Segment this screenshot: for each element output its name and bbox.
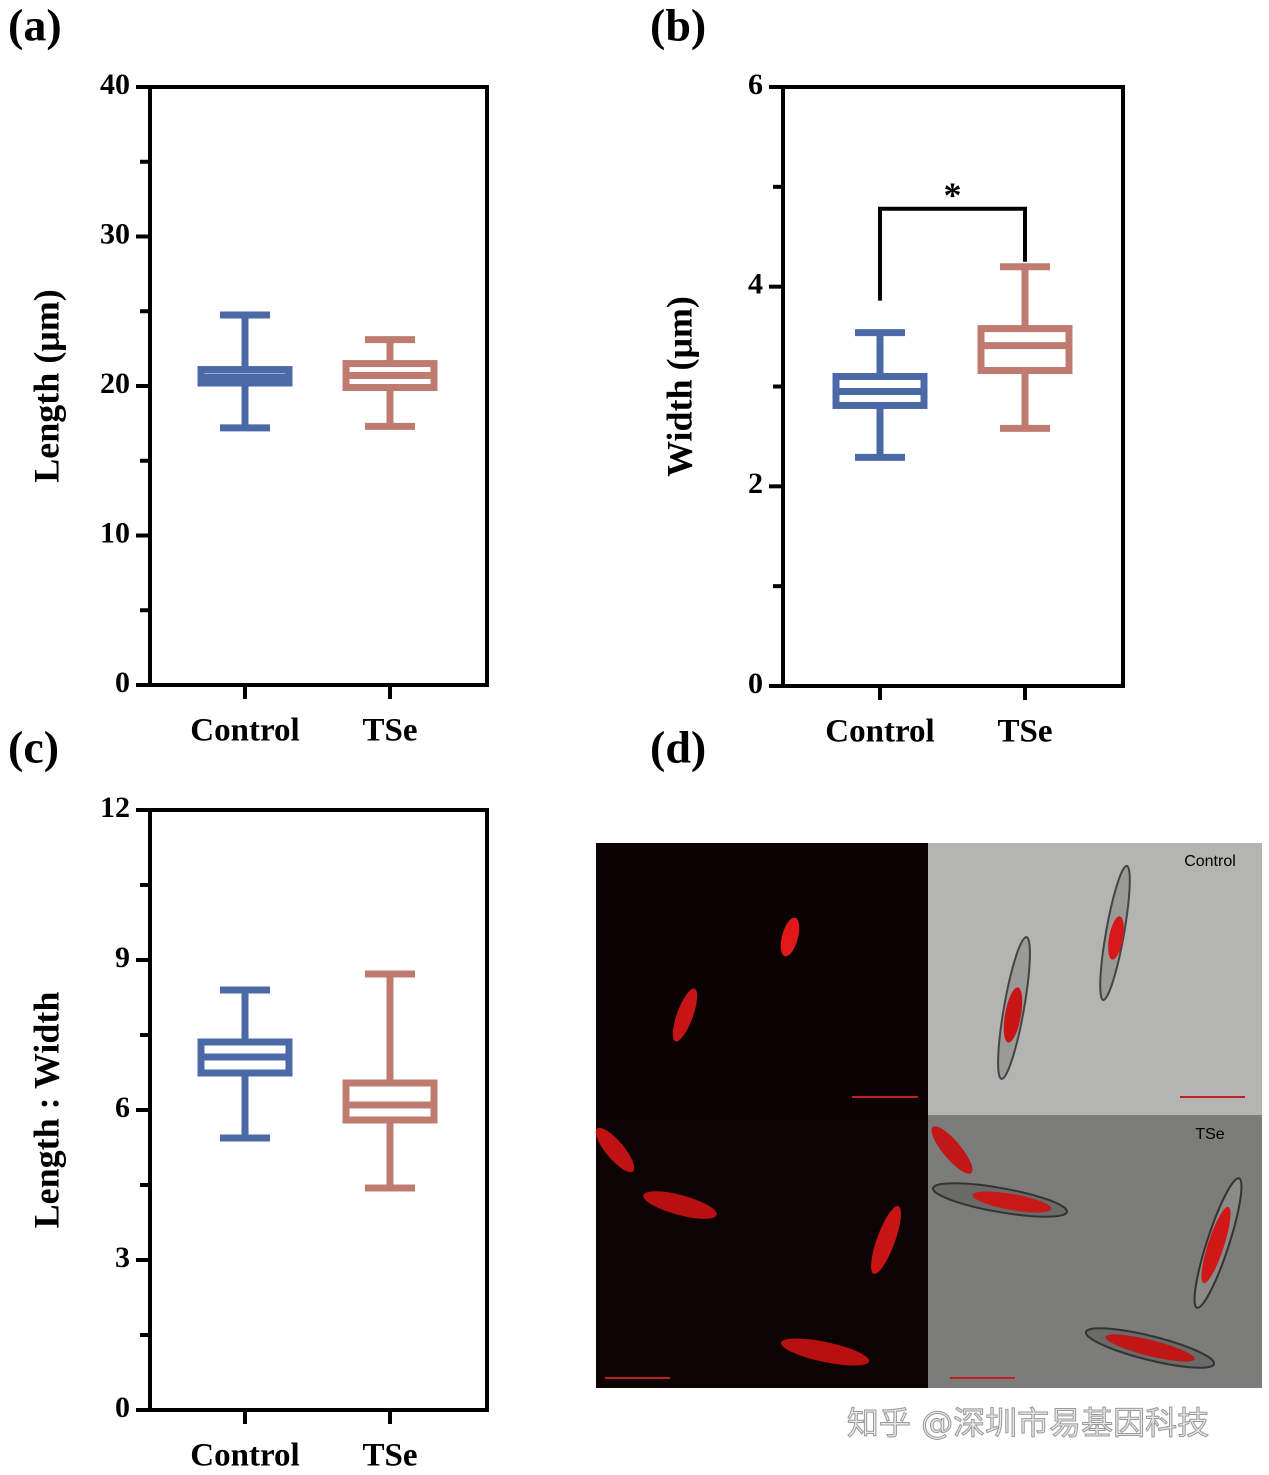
image-label: TSe: [1195, 1126, 1224, 1143]
x-tick-label: Control: [190, 1438, 299, 1474]
box: [977, 325, 1073, 375]
cell: [972, 1191, 1052, 1213]
cell: [595, 1127, 635, 1173]
fluorescence-top: [596, 843, 928, 1115]
y-tick-label: 0: [115, 1391, 130, 1424]
cell: [643, 1191, 717, 1219]
cell: [931, 1126, 973, 1174]
fluorescence-bottom: [596, 1115, 928, 1388]
watermark: 知乎 @深圳市易基因科技: [847, 1404, 1209, 1442]
y-tick-label: 0: [748, 667, 763, 700]
cell: [871, 1206, 901, 1274]
y-tick-label: 40: [100, 68, 130, 101]
y-axis-label: Width (μm): [659, 296, 699, 477]
image-label: Control: [1184, 853, 1236, 870]
y-tick-label: 12: [100, 791, 130, 824]
cell: [1108, 916, 1124, 960]
x-tick-label: TSe: [997, 714, 1052, 750]
cell: [672, 988, 698, 1042]
cell: [1003, 987, 1023, 1043]
y-tick-label: 4: [748, 268, 763, 301]
x-tick-label: TSe: [362, 1438, 417, 1474]
y-tick-label: 0: [115, 666, 130, 699]
y-tick-label: 2: [748, 467, 763, 500]
y-tick-label: 3: [115, 1241, 130, 1274]
y-axis-label: Length : Width: [26, 992, 66, 1229]
x-tick-label: TSe: [362, 713, 417, 749]
y-tick-label: 6: [748, 68, 763, 101]
significance-label: *: [944, 175, 962, 215]
y-tick-label: 6: [115, 1091, 130, 1124]
brightfield-top: [928, 843, 1262, 1115]
panel-label: (a): [8, 0, 62, 51]
y-axis-label: Length (μm): [26, 289, 66, 482]
panel-label: (d): [650, 722, 706, 773]
cell: [1201, 1206, 1231, 1284]
micrograph-panel: Control TSe: [595, 843, 1262, 1388]
x-tick-label: Control: [190, 713, 299, 749]
y-tick-label: 10: [100, 516, 130, 549]
panel-label: (b): [650, 0, 706, 51]
x-tick-label: Control: [825, 714, 934, 750]
y-tick-label: 30: [100, 217, 130, 250]
y-tick-label: 20: [100, 367, 130, 400]
y-tick-label: 9: [115, 941, 130, 974]
significance-bracket: [878, 206, 1027, 301]
panel-label: (c): [8, 722, 59, 773]
cell: [1105, 1334, 1195, 1362]
cell: [780, 917, 800, 957]
cell: [780, 1338, 870, 1366]
